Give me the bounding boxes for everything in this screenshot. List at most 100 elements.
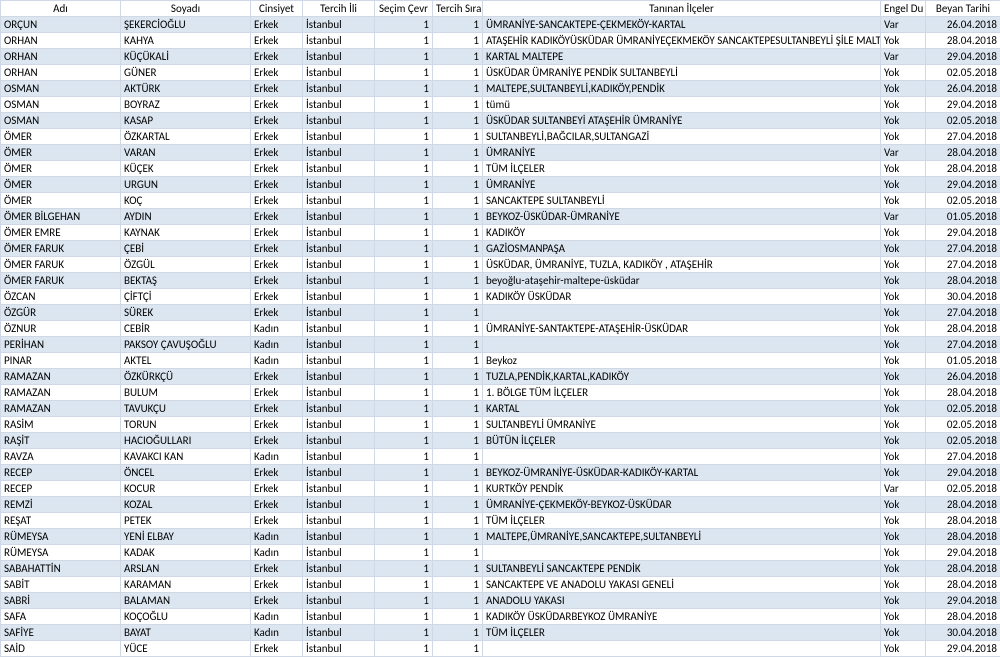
- table-row[interactable]: ÖZCANÇİFTÇİErkekİstanbul11KADIKÖY ÜSKÜDA…: [1, 289, 1000, 305]
- cell-tercih: İstanbul: [303, 401, 375, 417]
- cell-engel: Yok: [881, 417, 926, 433]
- cell-soyadi: KÜÇEK: [121, 161, 251, 177]
- header-secim[interactable]: Seçim Çevr: [375, 1, 433, 17]
- header-sira[interactable]: Tercih Sıra: [433, 1, 483, 17]
- cell-ilceler: ÜSKÜDAR, ÜMRANİYE, TUZLA, KADIKÖY , ATAŞ…: [483, 257, 881, 273]
- table-row[interactable]: RÜMEYSAYENİ ELBAYKadınİstanbul11MALTEPE,…: [1, 529, 1000, 545]
- cell-tarih: 27.04.2018: [926, 337, 1000, 353]
- table-row[interactable]: REŞATPETEKErkekİstanbul11TÜM İLÇELERYok2…: [1, 513, 1000, 529]
- table-row[interactable]: RECEPÖNCELErkekİstanbul11BEYKOZ-ÜMRANİYE…: [1, 465, 1000, 481]
- header-cinsiyet[interactable]: Cinsiyet: [251, 1, 303, 17]
- cell-tercih: İstanbul: [303, 289, 375, 305]
- header-ilceler[interactable]: Tanınan İlçeler: [483, 1, 881, 17]
- table-row[interactable]: RAMAZANTAVUKÇUErkekİstanbul11KARTALYok02…: [1, 401, 1000, 417]
- cell-soyadi: AKTÜRK: [121, 81, 251, 97]
- cell-ilceler: TUZLA,PENDİK,KARTAL,KADIKÖY: [483, 369, 881, 385]
- table-row[interactable]: RAMAZANBULUMErkekİstanbul111. BÖLGE TÜM …: [1, 385, 1000, 401]
- cell-secim: 1: [375, 401, 433, 417]
- cell-sira: 1: [433, 97, 483, 113]
- table-row[interactable]: RAŞİTHACIOĞULLARIErkekİstanbul11BÜTÜN İL…: [1, 433, 1000, 449]
- cell-cinsiyet: Erkek: [251, 289, 303, 305]
- cell-tercih: İstanbul: [303, 609, 375, 625]
- table-row[interactable]: ÖZGÜRSÜREKErkekİstanbul11Yok27.04.2018: [1, 305, 1000, 321]
- table-row[interactable]: ÖMER BİLGEHANAYDINErkekİstanbul11BEYKOZ-…: [1, 209, 1000, 225]
- cell-cinsiyet: Kadın: [251, 609, 303, 625]
- cell-tarih: 30.04.2018: [926, 625, 1000, 641]
- table-row[interactable]: SAFİYEBAYATKadınİstanbul11TÜM İLÇELERYok…: [1, 625, 1000, 641]
- table-row[interactable]: PERİHANPAKSOY ÇAVUŞOĞLUKadınİstanbul11Yo…: [1, 337, 1000, 353]
- cell-ilceler: Beykoz: [483, 353, 881, 369]
- table-row[interactable]: ÖMER EMREKAYNAKErkekİstanbul11KADIKÖYYok…: [1, 225, 1000, 241]
- cell-tarih: 27.04.2018: [926, 129, 1000, 145]
- table-row[interactable]: ÖMER FARUKÖZGÜLErkekİstanbul11ÜSKÜDAR, Ü…: [1, 257, 1000, 273]
- table-row[interactable]: ORHANKÜÇÜKALİErkekİstanbul11KARTAL MALTE…: [1, 49, 1000, 65]
- table-row[interactable]: ÖMERKÜÇEKErkekİstanbul11TÜM İLÇELERYok28…: [1, 161, 1000, 177]
- table-row[interactable]: ÖMERURGUNErkekİstanbul11ÜMRANİYEYok29.04…: [1, 177, 1000, 193]
- table-row[interactable]: RAMAZANÖZKÜRKÇÜErkekİstanbul11TUZLA,PEND…: [1, 369, 1000, 385]
- table-row[interactable]: PINARAKTELKadınİstanbul11BeykozYok01.05.…: [1, 353, 1000, 369]
- cell-cinsiyet: Erkek: [251, 65, 303, 81]
- header-tercih[interactable]: Tercih İli: [303, 1, 375, 17]
- table-row[interactable]: RASİMTORUNErkekİstanbul11SULTANBEYLİ ÜMR…: [1, 417, 1000, 433]
- cell-ilceler: SANCAKTEPE VE ANADOLU YAKASI GENELİ: [483, 577, 881, 593]
- table-row[interactable]: SAİDYÜCEErkekİstanbul11Yok29.04.2018: [1, 641, 1000, 657]
- cell-cinsiyet: Kadın: [251, 529, 303, 545]
- cell-engel: Yok: [881, 369, 926, 385]
- cell-soyadi: CEBİR: [121, 321, 251, 337]
- table-row[interactable]: ORHANGÜNERErkekİstanbul11ÜSKÜDAR ÜMRANİY…: [1, 65, 1000, 81]
- cell-adi: ÖMER: [1, 145, 121, 161]
- table-row[interactable]: ÖZNURCEBİRKadınİstanbul11ÜMRANİYE-SANTAK…: [1, 321, 1000, 337]
- cell-cinsiyet: Erkek: [251, 129, 303, 145]
- cell-sira: 1: [433, 145, 483, 161]
- cell-tarih: 01.05.2018: [926, 353, 1000, 369]
- cell-ilceler: BÜTÜN İLÇELER: [483, 433, 881, 449]
- cell-sira: 1: [433, 49, 483, 65]
- cell-soyadi: KOZAL: [121, 497, 251, 513]
- cell-secim: 1: [375, 161, 433, 177]
- cell-engel: Yok: [881, 529, 926, 545]
- table-row[interactable]: RECEPKOCURErkekİstanbul11KURTKÖY PENDİKV…: [1, 481, 1000, 497]
- cell-cinsiyet: Erkek: [251, 97, 303, 113]
- header-soyadi[interactable]: Soyadı: [121, 1, 251, 17]
- table-row[interactable]: SABRİBALAMANErkekİstanbul11ANADOLU YAKAS…: [1, 593, 1000, 609]
- cell-soyadi: PETEK: [121, 513, 251, 529]
- cell-cinsiyet: Kadın: [251, 321, 303, 337]
- table-row[interactable]: ÖMERKOÇErkekİstanbul11SANCAKTEPE SULTANB…: [1, 193, 1000, 209]
- header-engel[interactable]: Engel Du: [881, 1, 926, 17]
- cell-cinsiyet: Erkek: [251, 257, 303, 273]
- cell-tercih: İstanbul: [303, 161, 375, 177]
- cell-secim: 1: [375, 305, 433, 321]
- cell-ilceler: [483, 641, 881, 657]
- table-row[interactable]: ÖMER FARUKBEKTAŞErkekİstanbul11beyoğlu-a…: [1, 273, 1000, 289]
- table-row[interactable]: ÖMER FARUKÇEBİErkekİstanbul11GAZİOSMANPA…: [1, 241, 1000, 257]
- cell-adi: OSMAN: [1, 97, 121, 113]
- table-row[interactable]: ORHANKAHYAErkekİstanbul11ATAŞEHİR KADIKÖ…: [1, 33, 1000, 49]
- cell-tercih: İstanbul: [303, 593, 375, 609]
- table-row[interactable]: ÖMERÖZKARTALErkekİstanbul11SULTANBEYLİ,B…: [1, 129, 1000, 145]
- table-row[interactable]: ÖMERVARANErkekİstanbul11ÜMRANİYEVar28.04…: [1, 145, 1000, 161]
- cell-adi: SABİT: [1, 577, 121, 593]
- header-adi[interactable]: Adı: [1, 1, 121, 17]
- cell-sira: 1: [433, 481, 483, 497]
- table-row[interactable]: SAFAKOÇOĞLUKadınİstanbul11KADIKÖY ÜSKÜDA…: [1, 609, 1000, 625]
- cell-engel: Yok: [881, 257, 926, 273]
- table-row[interactable]: SABİTKARAMANErkekİstanbul11SANCAKTEPE VE…: [1, 577, 1000, 593]
- cell-adi: OSMAN: [1, 81, 121, 97]
- table-row[interactable]: OSMANKASAPErkekİstanbul11ÜSKÜDAR SULTANB…: [1, 113, 1000, 129]
- table-row[interactable]: OSMANAKTÜRKErkekİstanbul11MALTEPE,SULTAN…: [1, 81, 1000, 97]
- cell-cinsiyet: Erkek: [251, 369, 303, 385]
- table-row[interactable]: RÜMEYSAKADAKKadınİstanbul11Yok29.04.2018: [1, 545, 1000, 561]
- table-row[interactable]: SABAHATTİNARSLANErkekİstanbul11SULTANBEY…: [1, 561, 1000, 577]
- cell-tarih: 28.04.2018: [926, 145, 1000, 161]
- header-tarih[interactable]: Beyan Tarihi: [926, 1, 1000, 17]
- table-row[interactable]: ORÇUNŞEKERCİOĞLUErkekİstanbul11ÜMRANİYE-…: [1, 17, 1000, 33]
- cell-ilceler: SULTANBEYLİ SANCAKTEPE PENDİK: [483, 561, 881, 577]
- table-row[interactable]: RAVZAKAVAKCI KANKadınİstanbul11Yok27.04.…: [1, 449, 1000, 465]
- cell-ilceler: BEYKOZ-ÜSKÜDAR-ÜMRANİYE: [483, 209, 881, 225]
- cell-tercih: İstanbul: [303, 33, 375, 49]
- cell-adi: RECEP: [1, 465, 121, 481]
- table-row[interactable]: REMZİKOZALErkekİstanbul11ÜMRANİYE-ÇEKMEK…: [1, 497, 1000, 513]
- table-row[interactable]: OSMANBOYRAZErkekİstanbul11tümüYok29.04.2…: [1, 97, 1000, 113]
- cell-tarih: 02.05.2018: [926, 401, 1000, 417]
- cell-cinsiyet: Erkek: [251, 497, 303, 513]
